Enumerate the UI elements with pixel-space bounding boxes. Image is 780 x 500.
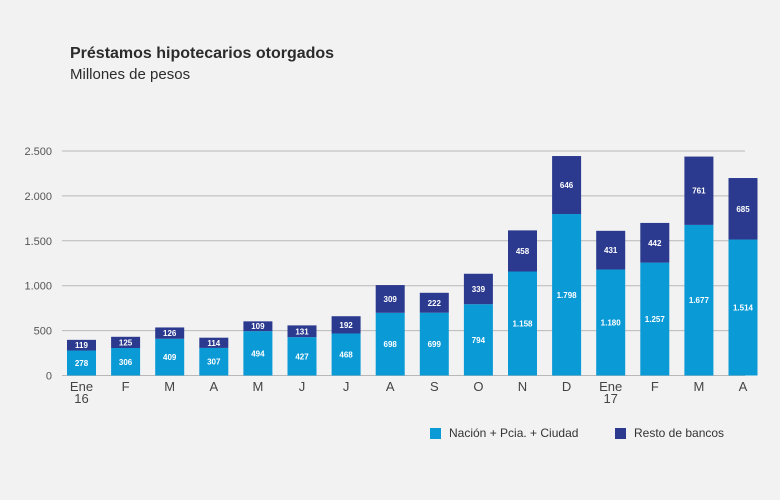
data-label: 458 [516,247,530,256]
bar-segment-resto [243,321,273,332]
bar-segment-nacion [508,271,537,376]
data-label: 1.158 [512,320,533,329]
bar-segment-nacion [640,262,670,376]
x-category-label: M [164,379,175,394]
x-category-label: A [209,379,218,394]
bar-segment-resto [331,316,361,334]
data-label: 126 [163,329,177,338]
data-label: 192 [339,321,353,330]
data-label: 699 [428,340,442,349]
bar-segment-nacion [596,269,626,376]
bar-segment-resto [596,230,626,270]
bar-segment-nacion [287,337,317,376]
bar-segment-resto [463,273,493,305]
x-category-label: Ene [70,379,93,394]
bar-segment-nacion [684,224,714,376]
bar-segment-resto [728,178,758,240]
data-label: 119 [75,341,88,350]
data-label: 761 [692,187,706,196]
bar-segment-nacion [243,331,273,376]
x-category-label: J [343,379,350,394]
y-tick-label: 2.000 [24,191,52,203]
bar-segment-resto [552,156,582,215]
bar-segment-resto [287,325,317,338]
bar-segment-nacion [111,348,141,376]
data-label: 339 [472,285,486,294]
legend-swatch-resto [615,427,626,439]
data-label: 1.677 [689,296,710,305]
data-label: 646 [560,181,574,190]
x-category-label: F [651,379,659,394]
data-label: 1.257 [645,315,666,324]
legend-label-nacion: Nación + Pcia. + Ciudad [449,426,579,440]
y-tick-label: 2.500 [24,146,52,158]
x-category-label: F [122,379,130,394]
data-label: 222 [428,299,442,308]
bar-segment-resto [684,156,714,225]
data-label: 306 [119,358,133,367]
x-category-label: 17 [603,391,617,406]
data-label: 114 [207,339,220,348]
y-tick-label: 1.500 [24,236,52,248]
bar-segment-nacion [331,333,361,376]
bar-segment-nacion [463,304,493,376]
bar-segment-resto [375,285,405,313]
bar-segment-resto [419,292,449,313]
data-label: 431 [604,246,618,255]
bar-segment-resto [155,327,185,339]
bar-segment-nacion [728,239,758,376]
bar-segment-resto [199,337,229,348]
bar-segment-resto [67,339,96,351]
x-category-label: M [693,379,704,394]
data-label: 794 [472,336,486,345]
legend-swatch-nacion [430,427,441,439]
data-label: 1.514 [733,304,754,313]
bar-segment-nacion [155,338,185,376]
bar-segment-resto [640,222,670,263]
chart-title: Préstamos hipotecarios otorgados [70,45,335,62]
legend-item-nacion: Nación + Pcia. + Ciudad [430,426,578,440]
bar-segment-nacion [552,214,582,376]
data-label: 125 [119,338,133,347]
bar-segment-resto [111,336,141,349]
data-label: 494 [251,349,265,358]
data-label: 468 [339,350,353,359]
x-category-label: J [299,379,306,394]
legend-label-resto: Resto de bancos [634,426,725,440]
data-label: 427 [295,352,309,361]
y-tick-label: 500 [34,326,52,338]
data-label: 442 [648,239,662,248]
legend-item-resto: Resto de bancos [615,426,724,440]
x-category-label: Ene [599,379,622,394]
data-label: 1.798 [557,291,578,300]
x-category-label: D [562,379,571,394]
x-category-label: S [430,379,439,394]
data-label: 307 [207,358,221,367]
data-label: 409 [163,353,177,362]
data-label: 131 [295,327,309,336]
data-label: 109 [251,322,265,331]
data-label: 698 [384,340,398,349]
x-category-label: N [518,379,527,394]
bar-segment-nacion [419,312,449,376]
data-label: 1.180 [601,319,622,328]
chart-subtitle: Millones de pesos [70,66,191,83]
bar-segment-resto [508,230,537,272]
bar-segment-nacion [375,312,405,376]
y-tick-label: 0 [46,371,52,383]
data-label: 278 [75,359,89,368]
x-category-label: O [473,379,483,394]
x-category-label: M [252,379,263,394]
x-category-label: A [386,379,395,394]
data-label: 309 [384,295,398,304]
x-category-label: A [739,379,748,394]
data-label: 685 [736,205,750,214]
y-tick-label: 1.000 [24,281,52,293]
bar-segment-nacion [199,347,229,376]
bar-segment-nacion [67,350,96,376]
x-category-label: 16 [74,391,88,406]
